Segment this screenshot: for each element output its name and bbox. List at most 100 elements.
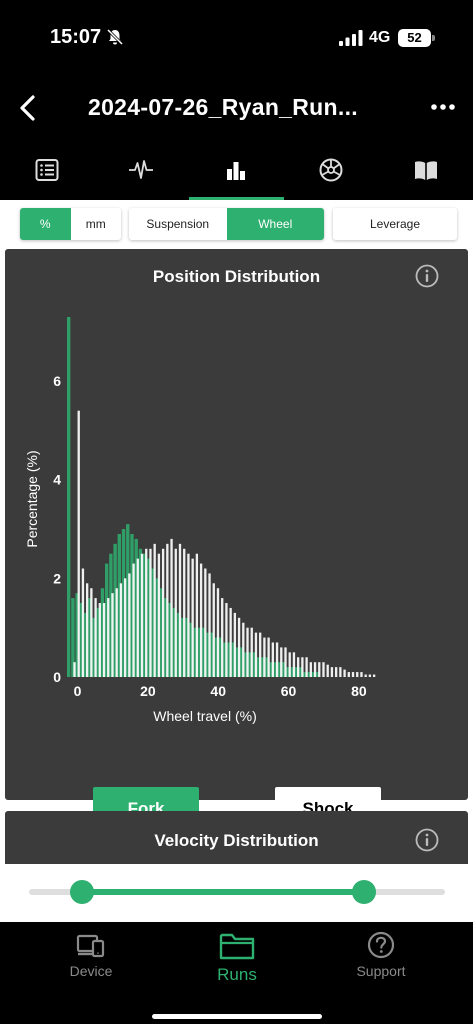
bar-shock-3 (85, 583, 89, 677)
bar-shock-71 (372, 674, 376, 677)
bar-fork-35 (214, 637, 219, 677)
bar-fork-24 (168, 603, 172, 677)
bar-shock-35 (221, 598, 224, 677)
bar-shock-15 (136, 558, 139, 677)
bar-fork-42 (244, 652, 248, 677)
info-icon[interactable] (415, 828, 439, 852)
bar-shock-65 (347, 672, 350, 677)
x-tick-label: 80 (351, 683, 367, 699)
bar-fork-19 (147, 558, 151, 677)
folder-icon (219, 933, 255, 960)
tab-settings[interactable] (284, 140, 378, 200)
pulse-icon (129, 160, 153, 179)
bar-fork-39 (231, 642, 235, 677)
leverage-button[interactable]: Leverage (369, 217, 421, 231)
bar-fork-23 (164, 598, 168, 677)
bar-fork-56 (303, 672, 307, 677)
bar-shock-70 (368, 674, 372, 677)
bar-fork-53 (290, 667, 295, 677)
bar-shock-63 (339, 667, 342, 677)
help-icon (367, 931, 395, 959)
x-tick-label: 40 (210, 683, 226, 699)
bar-fork-34 (210, 632, 214, 677)
back-chevron-icon[interactable] (14, 92, 42, 124)
slider-end-handle[interactable] (352, 880, 376, 904)
bar-fork-38 (227, 642, 231, 677)
velocity-distribution-card: Velocity Distribution (5, 811, 468, 864)
bar-shock-37 (229, 607, 232, 677)
tab-trace[interactable] (94, 140, 188, 200)
bar-fork-47 (265, 657, 269, 677)
book-icon (415, 161, 437, 180)
tab-histogram[interactable] (189, 140, 283, 200)
unit-percent-button[interactable]: % (20, 208, 71, 240)
bar-shock-1 (77, 410, 80, 677)
bar-fork-16 (134, 538, 138, 677)
bar-shock-46 (267, 637, 270, 677)
tab-notes[interactable] (379, 140, 473, 200)
bar-shock-36 (225, 603, 228, 677)
bar-shock-47 (271, 642, 275, 677)
bar-fork-44 (252, 652, 257, 677)
x-tick-label: 20 (140, 683, 156, 699)
bar-fork-9 (104, 563, 109, 677)
bar-shock-60 (326, 664, 329, 677)
wheel-icon (319, 158, 343, 182)
nav-device[interactable]: Device (31, 930, 151, 979)
bar-fork-52 (286, 667, 290, 677)
tab-list[interactable] (0, 140, 94, 200)
bar-shock-67 (356, 672, 359, 677)
battery-icon: 52 (398, 29, 431, 47)
bar-shock-27 (187, 553, 190, 677)
bar-shock-59 (322, 662, 325, 677)
bar-fork-41 (240, 647, 244, 677)
mode-wheel-button[interactable]: Wheel (226, 208, 324, 240)
bar-fork-59 (315, 672, 320, 677)
bar-shock-4 (90, 588, 93, 677)
y-tick-label: 2 (53, 570, 61, 586)
bar-fork-5 (88, 598, 92, 677)
bar-shock-21 (161, 548, 165, 677)
bar-shock-44 (259, 632, 262, 677)
nav-support[interactable]: Support (321, 930, 441, 979)
bar-fork-26 (176, 612, 181, 677)
active-tab-indicator (189, 197, 284, 200)
bar-shock-24 (174, 548, 177, 677)
bell-off-icon (106, 28, 124, 46)
devices-icon (76, 934, 105, 958)
bar-fork-12 (117, 533, 122, 677)
status-bar: 15:07 4G 52 (0, 0, 473, 78)
bar-fork-10 (109, 553, 113, 677)
bar-shock-19 (153, 543, 156, 677)
app-header: 2024-07-26_Ryan_Run... (0, 78, 473, 140)
info-icon[interactable] (415, 264, 439, 288)
slider-start-handle[interactable] (70, 880, 94, 904)
bar-shock-22 (166, 543, 169, 677)
bar-fork-28 (185, 617, 189, 677)
velocity-card-title: Velocity Distribution (154, 831, 319, 850)
bar-shock-64 (343, 669, 346, 677)
bar-chart-icon (227, 162, 245, 180)
more-options-icon[interactable] (430, 100, 456, 114)
bar-shock-0 (73, 662, 76, 677)
bar-fork-31 (197, 627, 202, 677)
bar-fork-50 (278, 662, 282, 677)
bar-shock-20 (157, 553, 161, 677)
network-type: 4G (369, 29, 391, 46)
mode-suspension-button[interactable]: Suspension (146, 217, 210, 231)
bar-shock-56 (309, 662, 312, 677)
bar-shock-12 (123, 578, 127, 677)
list-icon (35, 159, 59, 181)
y-axis-label: Percentage (%) (24, 450, 40, 547)
unit-mm-button[interactable]: mm (85, 217, 106, 231)
bar-shock-42 (250, 627, 253, 677)
bar-shock-6 (98, 603, 101, 677)
bar-fork-29 (189, 622, 193, 677)
bar-fork-17 (138, 548, 143, 677)
range-slider (0, 864, 473, 922)
bar-fork-30 (193, 627, 197, 677)
nav-runs[interactable]: Runs (177, 930, 297, 985)
bar-shock-34 (216, 588, 220, 677)
nav-support-label: Support (356, 963, 406, 979)
tab-bar (0, 140, 473, 200)
